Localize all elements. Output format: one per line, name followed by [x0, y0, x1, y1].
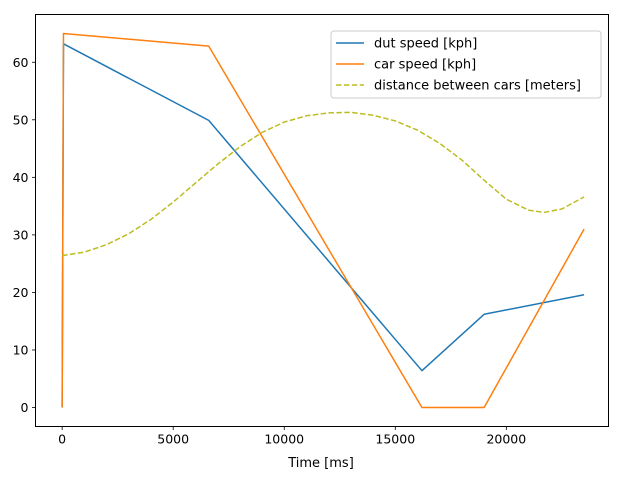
- x-tick-label: 15000: [375, 432, 415, 447]
- y-tick-label: 10: [13, 342, 29, 357]
- y-tick-label: 20: [13, 285, 29, 300]
- legend: dut speed [kph] car speed [kph] distance b…: [330, 30, 602, 99]
- x-axis: 0 5000 10000 15000 20000: [58, 426, 526, 447]
- x-tick-label: 0: [58, 432, 66, 447]
- legend-label-1: dut speed [kph]: [374, 37, 477, 52]
- legend-label-3: distance between cars [meters]: [374, 79, 581, 94]
- y-tick-label: 0: [21, 400, 29, 415]
- series-line-3: [62, 111, 585, 257]
- x-tick-label: 10000: [264, 432, 304, 447]
- y-tick-label: 30: [13, 227, 29, 242]
- y-tick-label: 60: [13, 55, 29, 70]
- legend-box: [330, 30, 602, 99]
- series-line-2: [61, 32, 585, 409]
- x-axis-label: Time [ms]: [287, 456, 354, 471]
- legend-label-2: car speed [kph]: [374, 58, 476, 73]
- x-tick-label: 5000: [157, 432, 189, 447]
- y-tick-label: 40: [13, 170, 29, 185]
- plot-lines: [61, 32, 585, 409]
- plot-frame: [35, 14, 609, 427]
- y-tick-label: 50: [13, 112, 29, 127]
- x-tick-label: 20000: [486, 432, 526, 447]
- y-axis: 0 10 20 30 40 50 60: [13, 55, 36, 415]
